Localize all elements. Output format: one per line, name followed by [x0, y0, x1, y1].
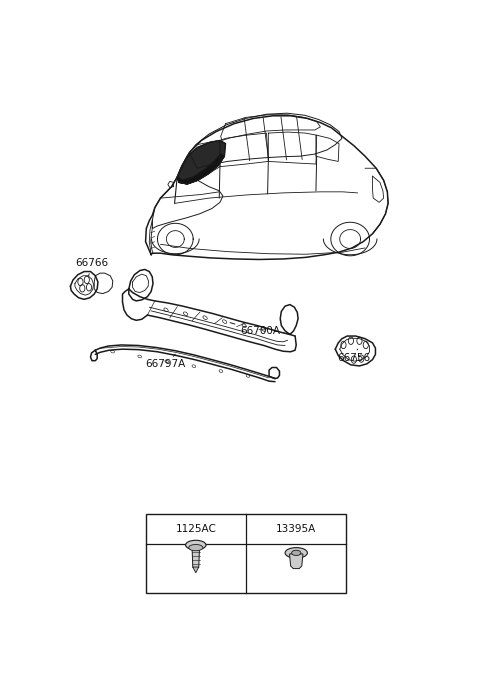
Text: 66797A: 66797A	[145, 354, 185, 369]
Ellipse shape	[285, 548, 307, 558]
Polygon shape	[177, 154, 225, 184]
Text: 66766: 66766	[76, 258, 109, 276]
Polygon shape	[193, 567, 199, 573]
Text: 66756: 66756	[337, 349, 370, 363]
Polygon shape	[192, 548, 200, 567]
Text: 13395A: 13395A	[276, 524, 316, 535]
Text: 1125AC: 1125AC	[175, 524, 216, 535]
Polygon shape	[289, 554, 303, 569]
Polygon shape	[177, 140, 226, 184]
Ellipse shape	[291, 550, 301, 556]
Text: 66700A: 66700A	[230, 323, 280, 336]
Ellipse shape	[189, 545, 203, 551]
Bar	[145, 514, 347, 593]
Ellipse shape	[186, 540, 206, 550]
